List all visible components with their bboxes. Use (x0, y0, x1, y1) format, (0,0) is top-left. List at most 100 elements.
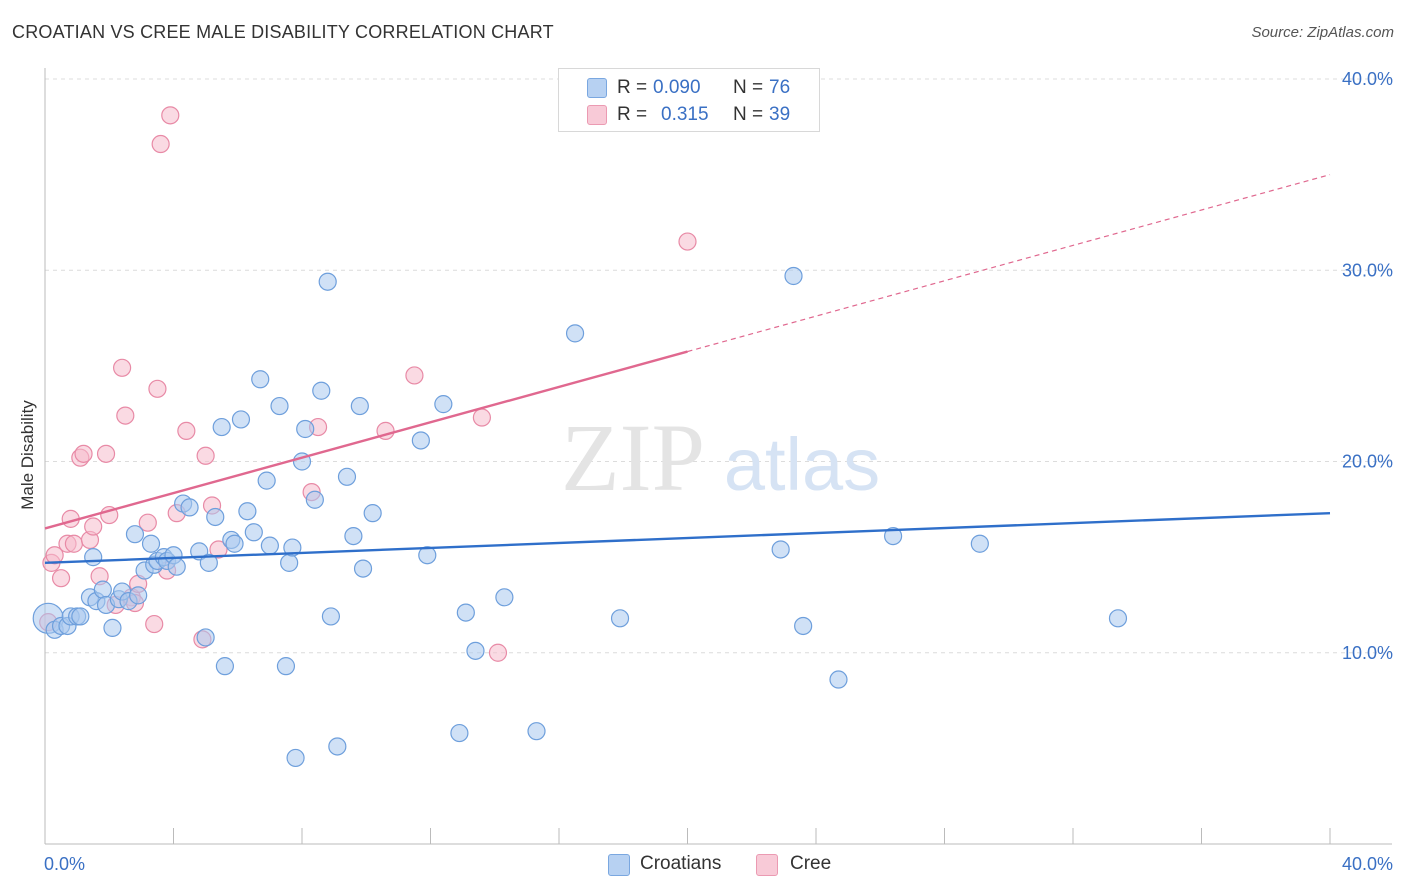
croatians-point (450, 723, 469, 743)
cree-point (74, 444, 93, 463)
croatians-legend-swatch (608, 854, 630, 876)
watermark-atlas: atlas (724, 423, 880, 506)
croatians-point (71, 607, 90, 626)
cree-legend-swatch (756, 854, 778, 876)
cree-trend-extension (687, 174, 1331, 353)
croatians-point (286, 748, 305, 768)
croatians-point (93, 580, 112, 599)
legend-row-croatians: R = 0.090 N = 76 (559, 75, 819, 101)
croatians-point (337, 467, 357, 486)
croatians-point (84, 548, 103, 567)
croatians-point (238, 502, 257, 521)
croatians-point (318, 272, 337, 291)
croatians-point (225, 534, 244, 553)
croatians-point (565, 324, 585, 343)
croatians-point (829, 670, 848, 689)
croatians-point (466, 641, 485, 660)
croatians-point (257, 471, 276, 490)
cree-point (148, 379, 167, 398)
legend-r-value: 0.090 (653, 77, 701, 98)
croatians-point (418, 546, 437, 565)
bottom-legend-cree: Cree (756, 852, 846, 878)
croatians-point (260, 536, 279, 555)
croatians-point (353, 559, 373, 578)
watermark: ZIP atlas (561, 404, 880, 511)
cree-point (678, 232, 697, 251)
croatians-point (206, 507, 225, 527)
x-tick-label: 0.0% (44, 854, 85, 874)
cree-point (405, 366, 424, 385)
cree-legend-label: Cree (790, 853, 832, 874)
croatians-trend-line (44, 511, 1331, 565)
legend-r-value: 0.315 (661, 104, 709, 125)
cree-point (488, 643, 508, 662)
croatians-point (344, 526, 363, 546)
cree-point (96, 444, 116, 463)
cree-point (145, 614, 164, 634)
chart-title: CROATIAN VS CREE MALE DISABILITY CORRELA… (12, 22, 554, 42)
croatians-point (270, 396, 289, 416)
source-label: Source: ZipAtlas.com (1251, 24, 1394, 41)
croatians-point (495, 588, 514, 607)
croatians-point (125, 525, 145, 544)
croatians-point (321, 607, 341, 626)
croatians-point (794, 616, 813, 636)
y-tick-label: 40.0% (1342, 69, 1393, 89)
croatians-point (456, 603, 475, 622)
correlation-legend: R = 0.090 N = 76 R = 0.315 N = 39 (558, 68, 820, 132)
x-tick-label: 40.0% (1342, 854, 1393, 874)
legend-r-label: R = (617, 77, 648, 98)
croatians-point (296, 419, 315, 439)
croatians-point (276, 657, 296, 676)
croatians-point (784, 266, 803, 286)
cree-point (112, 358, 132, 377)
y-tick-label: 10.0% (1342, 643, 1393, 663)
cree-point (84, 517, 103, 536)
y-tick-label: 20.0% (1342, 452, 1393, 472)
croatians-point (244, 523, 263, 542)
croatians-legend-label: Croatians (640, 853, 722, 874)
cree-trend-line (44, 350, 688, 530)
legend-n-value: 76 (769, 77, 791, 98)
croatians-point (129, 586, 148, 605)
grid-lines (45, 78, 1392, 654)
croatians-point (251, 370, 270, 389)
cree-point (151, 134, 170, 154)
croatians-point (199, 553, 218, 572)
croatians-point (212, 417, 231, 437)
tick-labels: 10.0% 20.0% 30.0% 40.0% 0.0% 40.0% (44, 69, 1393, 874)
croatians-point (363, 504, 382, 523)
legend-row-cree: R = 0.315 N = 39 (559, 102, 819, 128)
cree-point (45, 546, 64, 565)
croatians-points (32, 266, 1128, 768)
cree-point (161, 106, 180, 125)
croatians-point (527, 722, 546, 741)
cree-point (209, 540, 228, 559)
croatians-point (180, 498, 199, 517)
croatians-point (610, 609, 630, 628)
cree-point (177, 421, 196, 440)
legend-n-label: N = (733, 104, 764, 125)
cree-point (138, 513, 157, 532)
croatians-point (141, 534, 161, 553)
cree-points (39, 106, 697, 662)
croatians-point (970, 534, 989, 553)
croatians-point (350, 396, 369, 416)
legend-n-label: N = (733, 77, 764, 98)
cree-point (116, 406, 135, 425)
watermark-zip: ZIP (561, 404, 705, 511)
axes (44, 68, 1392, 845)
croatians-point (167, 557, 186, 576)
bottom-legend-croatians: Croatians (608, 852, 738, 878)
trend-lines (44, 174, 1331, 565)
croatians-swatch (587, 78, 607, 98)
cree-point (196, 446, 215, 465)
croatians-point (771, 540, 790, 559)
legend-r-label: R = (617, 104, 648, 125)
cree-swatch (587, 105, 607, 125)
cree-point (64, 534, 84, 553)
croatians-point (411, 431, 430, 450)
croatians-point (280, 553, 299, 572)
croatians-point (283, 538, 302, 557)
